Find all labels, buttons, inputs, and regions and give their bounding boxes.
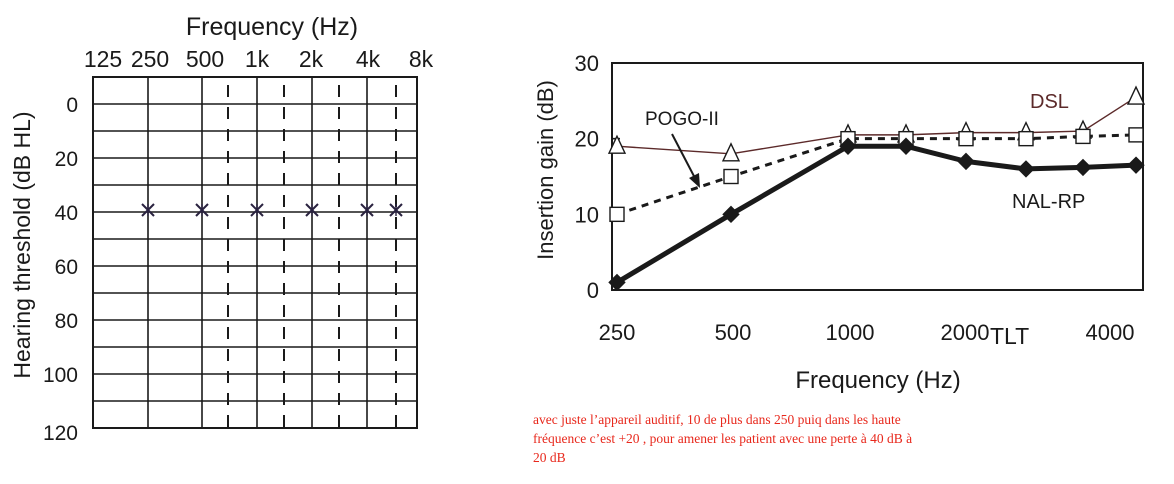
nal-diamond-marker: [839, 137, 857, 155]
pogo-pointer-arrowhead: [689, 173, 700, 188]
audiogram-y-tick-label: 80: [55, 310, 78, 333]
series-line-dsl: [616, 96, 1137, 155]
nal-diamond-marker: [608, 273, 626, 292]
gain-x-tick-label: 500: [715, 320, 752, 345]
audiogram-grid: [92, 76, 418, 432]
audiogram-threshold-marker: [141, 203, 155, 217]
audiogram-frame: [92, 76, 418, 429]
audiogram-y-tick-label: 0: [66, 94, 78, 117]
gain-x-label: Frequency (Hz): [795, 367, 960, 394]
dsl-triangle-marker: [721, 142, 741, 162]
audiogram-threshold-marker: [250, 203, 264, 217]
legend-pogo-label: POGO-II: [645, 109, 719, 130]
audiogram-x-tick-label: 8k: [409, 46, 434, 72]
pogo-square-marker: [723, 168, 739, 185]
audiogram-x-tick-label: 4k: [356, 46, 381, 72]
gain-x-tick-label: 4000: [1086, 320, 1135, 345]
audiogram: Frequency (Hz) 125 250 500 1k 2k 4k 8k 0 20 40 60…: [9, 13, 434, 445]
audiogram-threshold-marker: [389, 203, 403, 217]
dsl-triangle-marker: [607, 134, 627, 154]
pogo-square-marker: [1018, 130, 1034, 147]
audiogram-title: Frequency (Hz): [186, 13, 358, 41]
audiogram-threshold-marker: [305, 203, 319, 217]
audiogram-threshold-marker: [360, 203, 374, 217]
gain-x-ticks: 250 500 1000 2000 4000: [599, 320, 1135, 345]
audiogram-x-tick-label: 125: [84, 46, 122, 72]
note-line: fréquence c’est +20 , pour amener les pa…: [533, 431, 913, 446]
tlt-label: TLT: [990, 323, 1029, 349]
note-line: 20 dB: [533, 450, 566, 465]
audiogram-x-ticks: 125 250 500 1k 2k 4k 8k: [84, 46, 434, 72]
gain-x-tick-label: 1000: [826, 320, 875, 345]
gain-chart: 0 10 20 30 250 500 1000 2000 4000 Frequency (Hz…: [533, 51, 1146, 394]
gain-x-tick-label: 2000: [941, 320, 990, 345]
audiogram-y-tick-label: 120: [43, 422, 78, 445]
audiogram-y-ticks: 0 20 40 60 80 100 120: [43, 94, 78, 445]
pogo-pointer-arrow: [671, 133, 697, 181]
dsl-triangle-marker: [1126, 85, 1146, 105]
gain-y-ticks: 0 10 20 30: [575, 51, 599, 303]
audiogram-y-tick-label: 100: [43, 364, 78, 387]
series-line-nalrp: [615, 143, 1137, 285]
legend-dsl-label: DSL: [1030, 91, 1069, 113]
audiogram-y-tick-label: 40: [55, 202, 78, 225]
pogo-square-marker: [1128, 127, 1144, 143]
gain-y-tick-label: 10: [575, 202, 599, 227]
nal-diamond-marker: [1017, 160, 1035, 178]
audiogram-x-tick-label: 1k: [245, 46, 270, 72]
nal-diamond-marker: [1074, 158, 1092, 177]
gain-plot-border: [611, 62, 1144, 291]
legend-nal-label: NAL-RP: [1012, 191, 1085, 213]
nal-diamond-marker: [722, 205, 740, 224]
audiogram-threshold-marker: [195, 203, 209, 217]
audiogram-y-tick-label: 20: [55, 148, 78, 171]
audiogram-x-tick-label: 2k: [299, 46, 324, 72]
audiogram-x-tick-label: 250: [131, 46, 169, 72]
nal-diamond-marker: [957, 152, 975, 171]
nal-diamond-marker: [897, 137, 915, 155]
annotation-note: avec juste l’appareil auditif, 10 de plu…: [533, 410, 1033, 467]
pogo-square-marker: [958, 130, 974, 147]
gain-y-tick-label: 0: [587, 278, 599, 303]
gain-series: [607, 85, 1146, 292]
pogo-square-marker: [1075, 128, 1091, 145]
audiogram-markers: [141, 203, 403, 217]
gain-y-tick-label: 30: [575, 51, 599, 76]
note-line: avec juste l’appareil auditif, 10 de plu…: [533, 412, 901, 427]
pogo-square-marker: [609, 206, 625, 223]
series-line-pogoii: [616, 133, 1137, 216]
audiogram-y-label: Hearing threshold (dB HL): [9, 111, 35, 378]
gain-y-label: Insertion gain (dB): [533, 80, 558, 260]
gain-x-tick-label: 250: [599, 320, 636, 345]
nal-diamond-marker: [1127, 156, 1145, 174]
gain-y-tick-label: 20: [575, 127, 599, 152]
audiogram-x-tick-label: 500: [186, 46, 224, 72]
audiogram-y-tick-label: 60: [55, 256, 78, 279]
